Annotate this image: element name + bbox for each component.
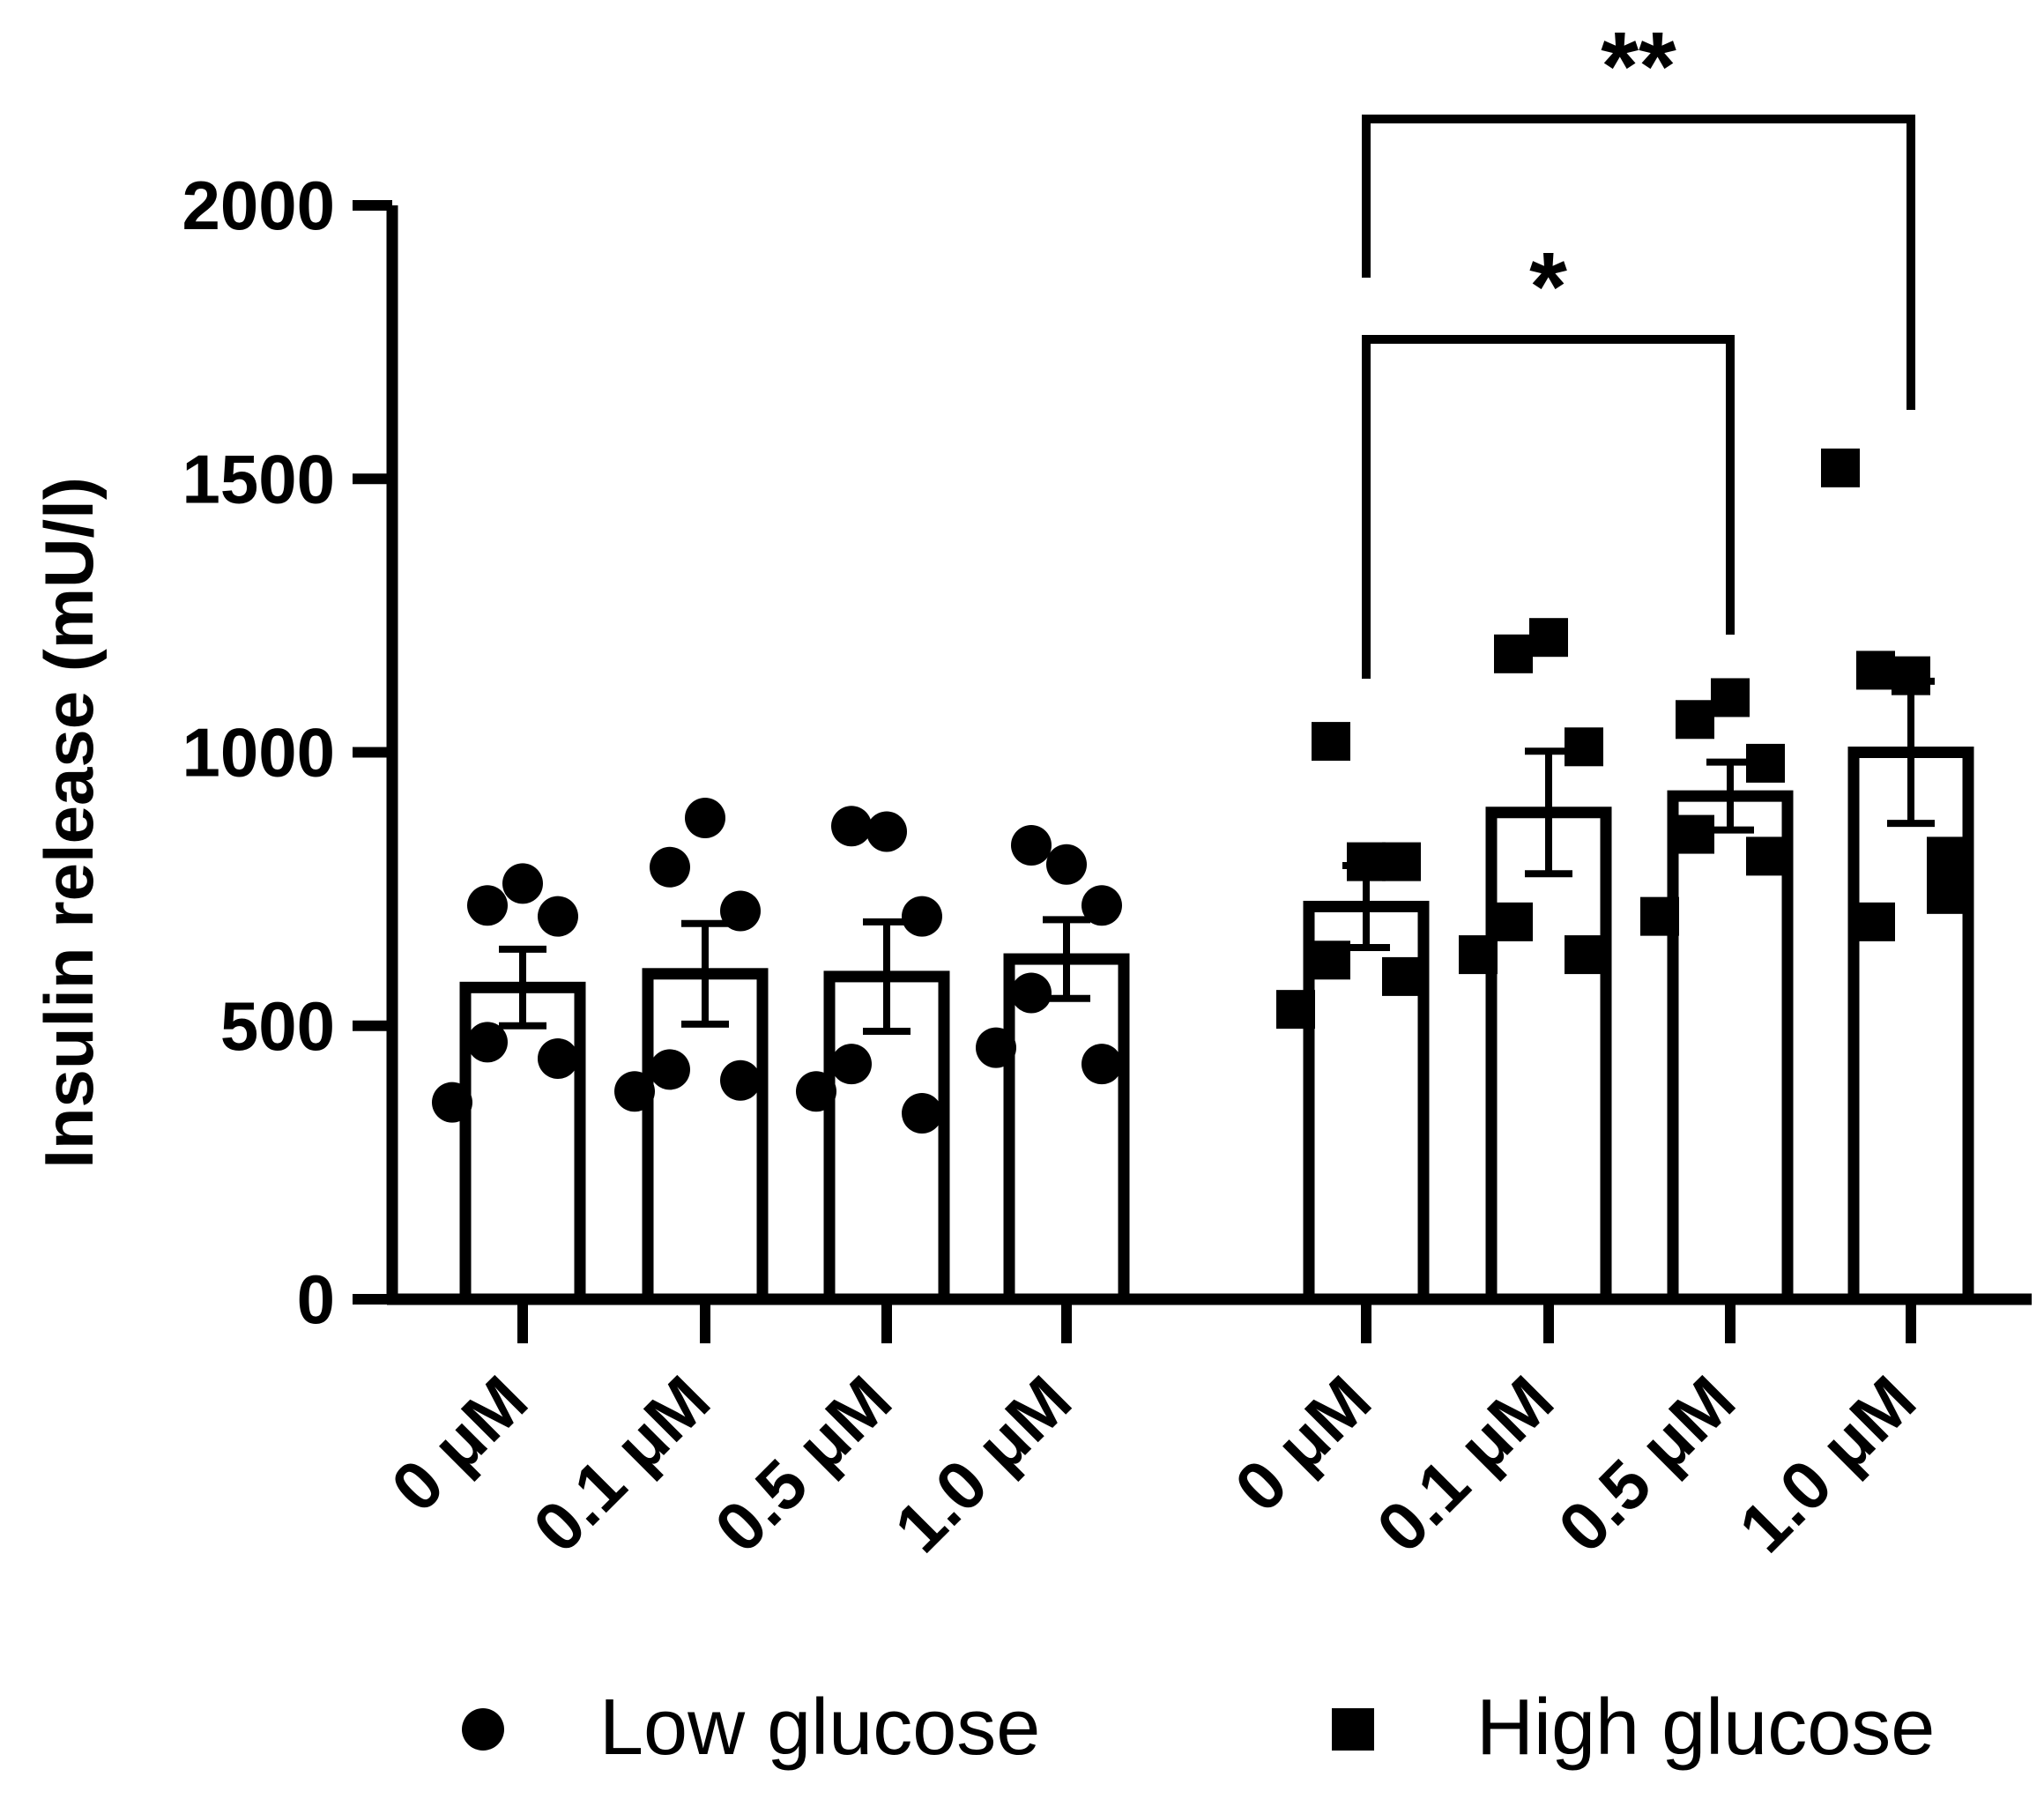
data-point-square [1927, 874, 1966, 914]
data-point-square [1312, 940, 1350, 980]
data-point-circle [976, 1027, 1016, 1068]
x-tick-label: 0.5 μM [1543, 1361, 1750, 1567]
data-point-circle [796, 1071, 836, 1112]
data-point-square [1676, 700, 1714, 740]
data-point-square [1494, 634, 1533, 673]
bar [1003, 953, 1130, 1305]
data-point-square [1529, 618, 1568, 658]
data-point-circle [650, 846, 690, 888]
data-point-square [1276, 990, 1315, 1030]
legend-marker-circle [462, 1708, 504, 1751]
data-point-circle [538, 1037, 578, 1079]
y-tick-label: 500 [220, 987, 335, 1065]
data-point-circle [902, 1093, 942, 1134]
legend-marker-square [1332, 1708, 1374, 1751]
data-point-circle [538, 896, 578, 937]
significance-label: * [1529, 233, 1567, 341]
data-point-square [1927, 836, 1966, 876]
data-point-circle [902, 896, 942, 937]
data-point-circle [1011, 972, 1052, 1014]
data-point-square [1711, 678, 1750, 717]
data-point-circle [866, 811, 907, 852]
data-point-circle [720, 1059, 761, 1101]
data-point-circle [831, 806, 872, 847]
y-tick-label: 1000 [182, 714, 335, 792]
data-point-circle [1011, 824, 1052, 866]
x-tick-label: 0.1 μM [1362, 1361, 1568, 1567]
legend-label: High glucose [1476, 1684, 1935, 1772]
data-point-square [1494, 902, 1533, 941]
data-point-square [1347, 842, 1386, 881]
data-point-square [1382, 842, 1421, 881]
data-point-circle [650, 1049, 690, 1090]
data-point-square [1746, 743, 1785, 783]
x-tick-label: 0.5 μM [700, 1361, 906, 1567]
y-tick-label: 2000 [182, 167, 335, 244]
data-point-square [1565, 935, 1603, 975]
data-point-circle [831, 1044, 872, 1085]
legend-label: Low glucose [599, 1684, 1040, 1772]
y-axis-title: Insulin release (mU/l) [30, 477, 108, 1169]
bar [1847, 747, 1974, 1305]
data-point-square [1382, 956, 1421, 996]
data-point-circle [1081, 1044, 1122, 1085]
data-point-circle [720, 890, 761, 932]
y-tick-label: 1500 [182, 440, 335, 517]
data-point-square [1892, 656, 1930, 695]
x-tick-label: 1.0 μM [880, 1361, 1086, 1567]
data-point-circle [685, 797, 725, 838]
data-point-square [1856, 902, 1895, 941]
data-point-circle [467, 885, 508, 926]
significance-label: ** [1601, 12, 1676, 121]
x-tick-label: 0 μM [1220, 1361, 1386, 1527]
significance-bracket [1362, 335, 1735, 679]
data-point-square [1856, 651, 1895, 690]
bar [1485, 807, 1612, 1305]
data-point-circle [614, 1071, 655, 1112]
data-point-circle [502, 863, 543, 904]
y-tick-label: 0 [297, 1260, 335, 1338]
x-tick-label: 1.0 μM [1724, 1361, 1930, 1567]
x-tick-label: 0.1 μM [518, 1361, 725, 1567]
x-tick-label: 0 μM [376, 1361, 542, 1527]
data-point-circle [1081, 885, 1122, 926]
data-point-square [1640, 896, 1679, 936]
data-point-square [1565, 727, 1603, 767]
significance-bracket [1362, 115, 1915, 410]
data-point-circle [432, 1082, 472, 1123]
data-point-square [1821, 448, 1860, 487]
data-point-square [1312, 722, 1350, 762]
data-point-square [1676, 814, 1714, 854]
data-point-square [1746, 836, 1785, 876]
bar [642, 968, 769, 1305]
data-point-square [1459, 935, 1498, 975]
data-point-circle [1046, 844, 1087, 885]
data-point-circle [467, 1022, 508, 1063]
